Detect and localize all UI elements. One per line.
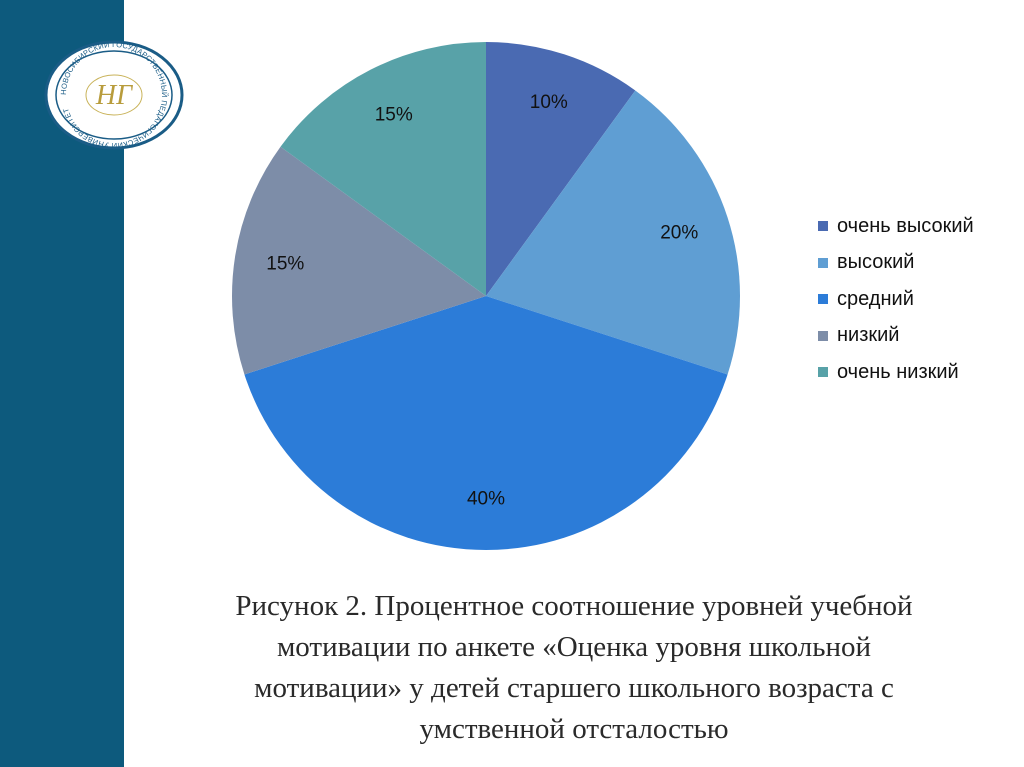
caption-line: мотивации по анкете «Оценка уровня школь… — [276, 631, 872, 663]
legend-swatch — [818, 367, 828, 378]
pie-data-labels: 10% 20% 40% 15% 15% — [266, 92, 698, 509]
data-label-средний: 40% — [467, 489, 505, 510]
pie-slice-очень-низкий — [280, 41, 486, 296]
legend-swatch — [818, 294, 828, 305]
figure-caption: Рисунок 2. Процентное соотношение уровне… — [124, 586, 1024, 750]
legend-swatch — [818, 221, 828, 232]
legend-item: высокий — [818, 245, 1018, 282]
pie-slice-очень-высокий — [486, 42, 636, 296]
pie-slice-средний — [244, 296, 728, 550]
data-label-очень-низкий: 15% — [375, 104, 413, 125]
data-label-очень-высокий: 10% — [530, 92, 568, 113]
caption-line: Рисунок 2. Процентное соотношение уровне… — [235, 590, 913, 622]
legend-swatch — [818, 257, 828, 268]
legend-label: средний — [837, 287, 914, 310]
legend-label: низкий — [837, 324, 900, 347]
legend-item: средний — [818, 281, 1018, 318]
caption-line: умственной отсталостью — [419, 713, 729, 745]
caption-line: мотивации» у детей старшего школьного во… — [254, 672, 894, 704]
legend-label: очень высокий — [837, 214, 974, 237]
legend-label: высокий — [837, 251, 915, 274]
university-logo: НОВОСИБИРСКИЙ ГОСУДАРСТВЕННЫЙ ПЕДАГОГИЧЕ… — [44, 40, 184, 150]
data-label-низкий: 15% — [266, 254, 304, 275]
legend: очень высокий высокий средний низкий оче… — [818, 208, 1018, 391]
data-label-высокий: 20% — [660, 223, 698, 244]
legend-label: очень низкий — [837, 360, 959, 383]
legend-item: низкий — [818, 318, 1018, 355]
legend-item: очень низкий — [818, 354, 1018, 391]
pie-slice-низкий — [231, 146, 486, 375]
legend-item: очень высокий — [818, 208, 1018, 245]
pie-slice-высокий — [486, 90, 740, 375]
pie-slices — [231, 41, 740, 550]
logo-monogram: НГ — [95, 80, 133, 111]
legend-swatch — [818, 330, 828, 341]
